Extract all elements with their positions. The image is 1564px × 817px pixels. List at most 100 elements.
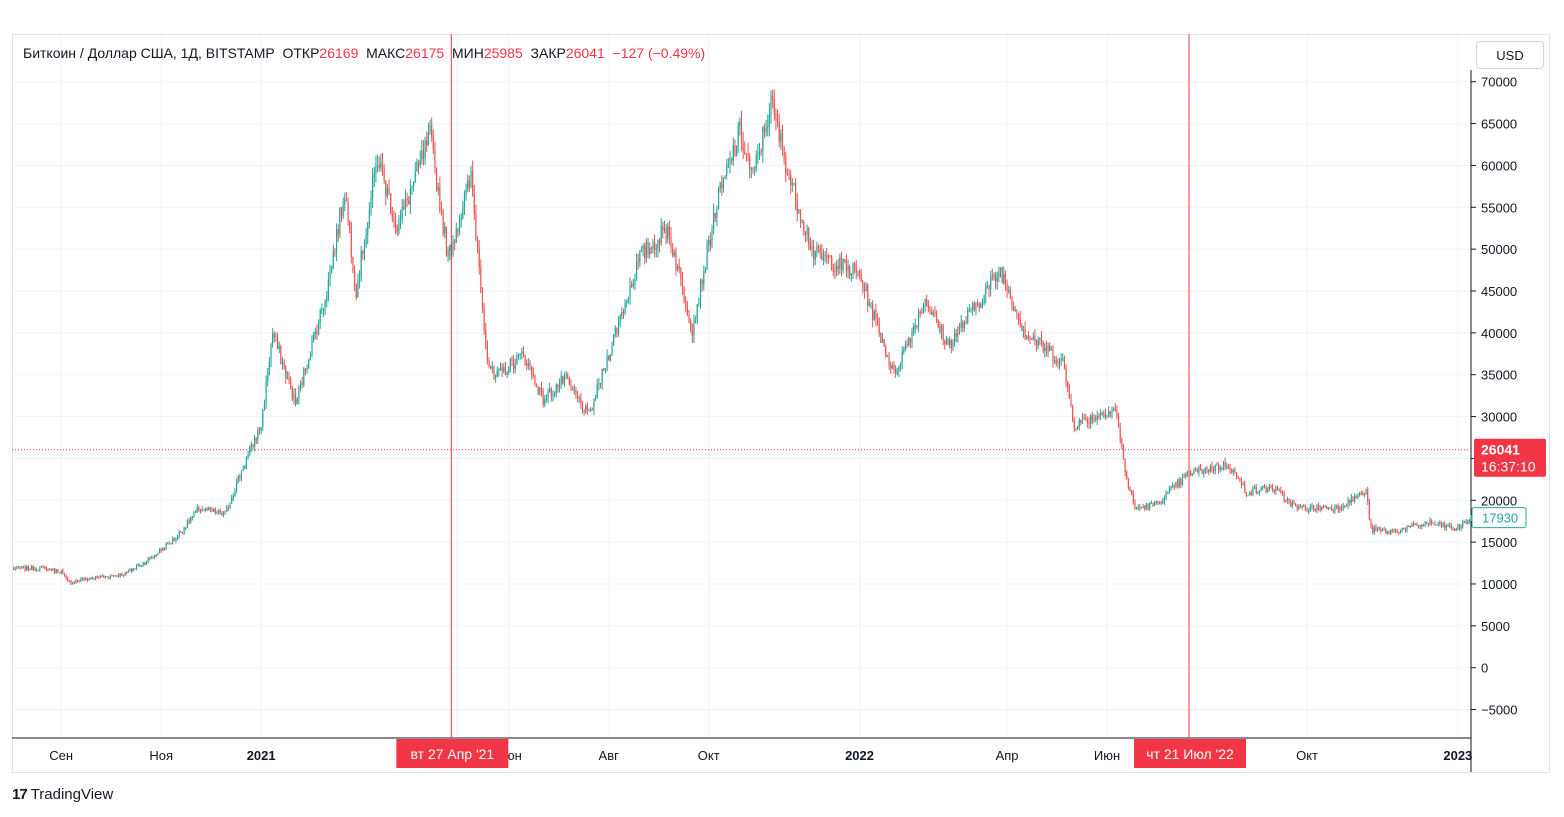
candle-body xyxy=(734,145,736,156)
candle-body xyxy=(1388,531,1390,534)
candle-body xyxy=(275,336,277,338)
candle-body xyxy=(75,580,77,583)
candle-body xyxy=(427,131,429,146)
candle-body xyxy=(955,333,957,337)
candle-body xyxy=(757,153,759,156)
candle-body xyxy=(168,543,170,545)
tradingview-brand[interactable]: 17 TradingView xyxy=(12,786,113,803)
candle-body xyxy=(647,241,649,255)
candle-body xyxy=(1449,525,1451,527)
candle-body xyxy=(265,381,267,404)
candle-body xyxy=(62,570,64,574)
candle-body xyxy=(1113,408,1115,410)
time-axis[interactable]: СенНоя2021МайИюнАвгОкт2022АпрИюнОкт2023 xyxy=(49,748,1472,763)
candle-body xyxy=(929,311,931,313)
candle-body xyxy=(835,265,838,272)
candle-body xyxy=(804,231,807,235)
candle-body xyxy=(1203,472,1205,474)
candle-body xyxy=(1216,464,1218,466)
candle-body xyxy=(657,239,659,249)
candle-body xyxy=(376,164,379,166)
candle-body xyxy=(144,562,146,565)
candle-body xyxy=(270,344,272,363)
candle-body xyxy=(960,321,962,328)
candle-body xyxy=(840,257,843,270)
candle-body xyxy=(701,279,703,285)
candle-body xyxy=(347,200,349,221)
candle-body xyxy=(940,325,943,332)
candle-body xyxy=(1454,528,1456,531)
candle-body xyxy=(557,384,559,388)
candle-body xyxy=(368,209,370,223)
candle-body xyxy=(939,326,941,332)
candle-body xyxy=(962,321,964,329)
candle-body xyxy=(1399,529,1402,533)
candle-body xyxy=(613,335,615,346)
candle-body xyxy=(1254,487,1256,489)
candle-body xyxy=(1129,487,1131,491)
candle-body xyxy=(1280,490,1282,492)
candle-body xyxy=(1175,482,1177,487)
candle-body xyxy=(311,340,313,357)
high-value: 26175 xyxy=(405,45,445,61)
candle-body xyxy=(749,156,751,170)
candle-body xyxy=(1004,273,1007,285)
candle-body xyxy=(281,362,284,365)
candle-body xyxy=(808,228,810,245)
candle-body xyxy=(945,338,948,344)
candle-body xyxy=(709,240,711,247)
candle-body xyxy=(672,247,674,256)
candle-body xyxy=(957,327,959,337)
candle-body xyxy=(422,150,425,159)
candle-body xyxy=(626,299,628,303)
candle-body xyxy=(742,142,744,152)
candle-body xyxy=(303,368,305,385)
candle-body xyxy=(635,261,638,280)
candle-body xyxy=(688,314,690,322)
candle-body xyxy=(550,388,552,397)
candle-body xyxy=(1293,501,1295,504)
candle-body xyxy=(1286,498,1288,501)
candle-body xyxy=(350,230,352,257)
candle-body xyxy=(619,316,621,322)
candle-body xyxy=(870,303,872,305)
candle-body xyxy=(501,367,503,372)
candle-body xyxy=(1242,484,1244,486)
candle-body xyxy=(426,140,428,146)
candle-body xyxy=(245,458,248,467)
candle-body xyxy=(483,307,485,330)
candle-body xyxy=(758,151,761,154)
candle-body xyxy=(914,325,916,327)
candle-body xyxy=(49,568,51,570)
candle-body xyxy=(1180,479,1182,485)
candle-body xyxy=(567,375,569,378)
candle-body xyxy=(1150,502,1152,504)
candle-body xyxy=(1393,529,1395,531)
xtick-label: 2022 xyxy=(845,748,874,763)
candle-body xyxy=(1003,273,1005,284)
candle-body xyxy=(342,204,344,217)
candle-body xyxy=(1070,398,1072,406)
candle-body xyxy=(498,369,500,371)
candle-body xyxy=(845,260,848,271)
chart-frame[interactable] xyxy=(12,34,1550,773)
candle-body xyxy=(975,303,977,310)
price-axis[interactable]: −500005000100001500020000250003000035000… xyxy=(1471,75,1518,718)
candle-body xyxy=(1178,479,1180,487)
candle-body xyxy=(832,270,834,272)
candles xyxy=(13,89,1472,586)
candle-body xyxy=(1001,267,1003,284)
candle-body xyxy=(26,566,28,571)
candle-body xyxy=(1163,497,1166,502)
candle-body xyxy=(1127,478,1129,488)
low-label: МИН xyxy=(451,45,484,61)
candle-body xyxy=(1058,360,1061,364)
candle-body xyxy=(1206,468,1208,470)
candle-body xyxy=(1362,493,1364,496)
candle-body xyxy=(134,568,136,570)
candle-body xyxy=(526,364,528,366)
candle-body xyxy=(509,359,511,367)
current-price-value: 26041 xyxy=(1481,442,1520,458)
currency-button[interactable]: USD xyxy=(1476,41,1544,69)
